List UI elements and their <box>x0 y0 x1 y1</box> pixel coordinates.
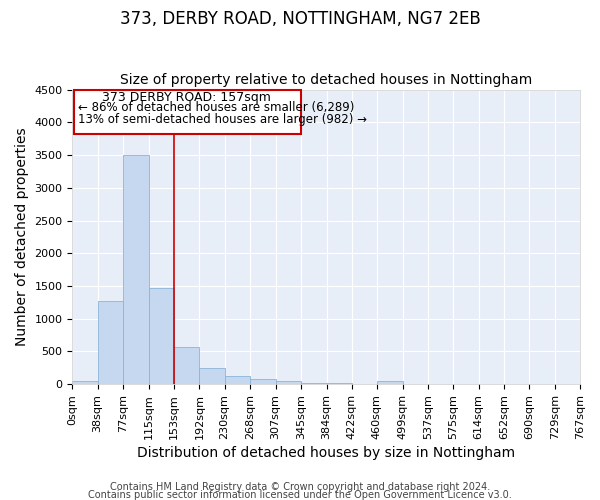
Bar <box>98 300 124 384</box>
Text: 373, DERBY ROAD, NOTTINGHAM, NG7 2EB: 373, DERBY ROAD, NOTTINGHAM, NG7 2EB <box>119 10 481 28</box>
Bar <box>74 90 301 134</box>
Bar <box>377 381 403 384</box>
Bar <box>173 346 199 384</box>
X-axis label: Distribution of detached houses by size in Nottingham: Distribution of detached houses by size … <box>137 446 515 460</box>
Text: Contains HM Land Registry data © Crown copyright and database right 2024.: Contains HM Land Registry data © Crown c… <box>110 482 490 492</box>
Bar <box>275 381 301 384</box>
Title: Size of property relative to detached houses in Nottingham: Size of property relative to detached ho… <box>120 73 532 87</box>
Text: Contains public sector information licensed under the Open Government Licence v3: Contains public sector information licen… <box>88 490 512 500</box>
Text: ← 86% of detached houses are smaller (6,289): ← 86% of detached houses are smaller (6,… <box>77 102 354 114</box>
Bar <box>301 383 326 384</box>
Bar <box>73 381 98 384</box>
Bar <box>224 376 250 384</box>
Bar <box>149 288 173 384</box>
Bar <box>250 379 275 384</box>
Bar <box>326 383 352 384</box>
Bar <box>124 155 149 384</box>
Text: 373 DERBY ROAD: 157sqm: 373 DERBY ROAD: 157sqm <box>102 91 271 104</box>
Bar <box>199 368 224 384</box>
Y-axis label: Number of detached properties: Number of detached properties <box>15 128 29 346</box>
Text: 13% of semi-detached houses are larger (982) →: 13% of semi-detached houses are larger (… <box>77 113 367 126</box>
